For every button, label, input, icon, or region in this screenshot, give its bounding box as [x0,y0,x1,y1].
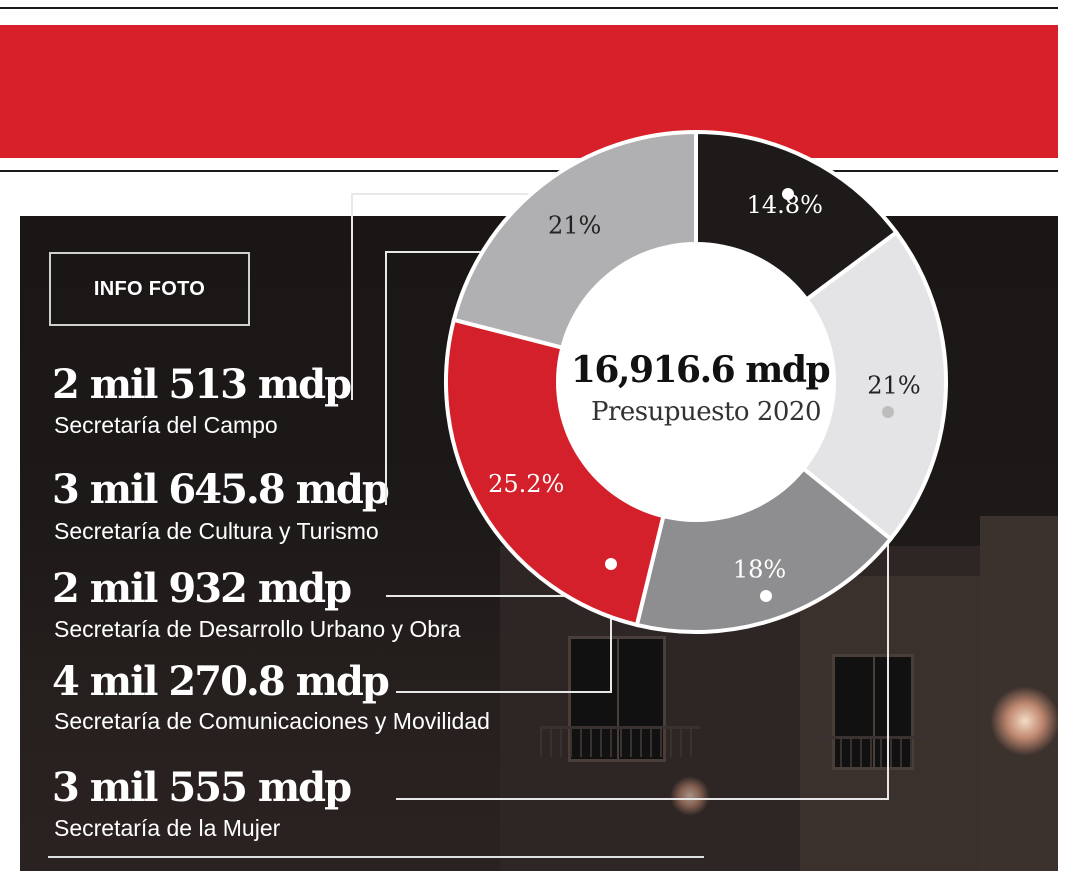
chart-subtitle: Presupuesto 2020 [591,397,821,427]
info-foto-badge: INFO FOTO [49,252,250,326]
leader-dots [605,188,894,602]
leader-line-cultura [385,251,510,505]
amount-cultura: 3 mil 645.8 mdp [52,466,390,513]
dept-comunicaciones: Secretaría de Comunicaciones y Movilidad [54,708,490,734]
balcony-railing [810,736,940,767]
amount-mujer: 3 mil 555 mdp [52,764,352,811]
donut-hole [556,242,836,522]
leader-dot [882,406,894,418]
header-red-band [0,25,1058,158]
slice-label: 14.8% [747,191,823,219]
slice-label: 25.2% [488,470,564,498]
leader-dot [782,188,794,200]
balcony-railing [540,726,700,757]
header-rule [0,170,1058,172]
dept-cultura: Secretaría de Cultura y Turismo [54,518,379,544]
amount-desarrollo: 2 mil 932 mdp [52,565,352,612]
slice-label: 18% [733,556,786,584]
slice-label: 21% [867,372,920,400]
amount-campo: 2 mil 513 mdp [52,361,352,408]
chart-total: 16,916.6 mdp [571,349,830,391]
street-lamp [670,776,710,816]
slice-label: 21% [548,212,601,240]
leader-dot [605,558,617,570]
top-rule [0,7,1058,9]
bottom-rule [48,856,704,858]
dept-campo: Secretaría del Campo [54,412,278,438]
dept-desarrollo: Secretaría de Desarrollo Urbano y Obra [54,616,461,642]
amount-comunicaciones: 4 mil 270.8 mdp [52,658,390,705]
street-lamp [990,686,1058,756]
slice-labels: 14.8% 21% 18% 25.2% 21% [488,191,921,584]
leader-dot [760,590,772,602]
dept-mujer: Secretaría de la Mujer [54,815,281,841]
